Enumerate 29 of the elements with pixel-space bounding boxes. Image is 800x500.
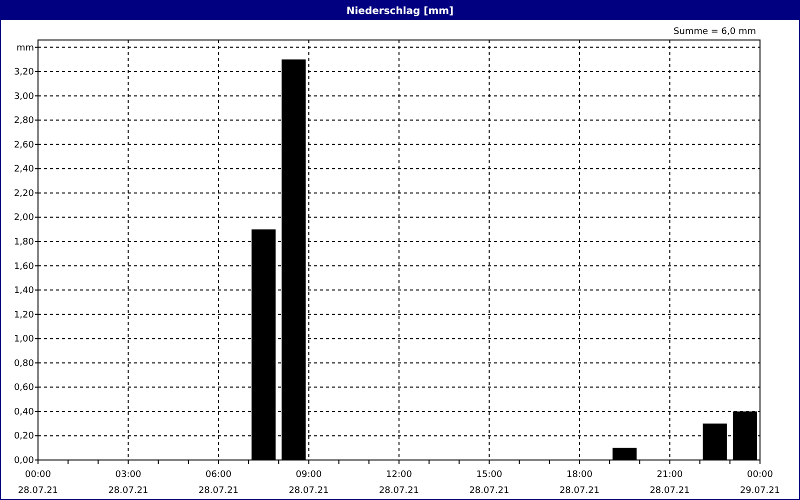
x-tick-label: 15:00 28.07.21 bbox=[469, 470, 510, 496]
y-tick-label: 1,00 bbox=[14, 334, 34, 345]
x-tick-label: 03:00 28.07.21 bbox=[108, 470, 148, 496]
y-tick-label: 0,40 bbox=[14, 407, 34, 418]
y-tick-label: 1,20 bbox=[14, 310, 34, 320]
x-tick-label: 00:00 29.07.21 bbox=[740, 470, 780, 496]
y-tick-label: 3,00 bbox=[14, 92, 34, 102]
y-tick-label: 1,40 bbox=[14, 286, 34, 296]
y-tick-label: 0,20 bbox=[14, 432, 34, 442]
x-tick-label: 09:00 28.07.21 bbox=[288, 470, 329, 496]
x-tick-label: 06:00 28.07.21 bbox=[198, 470, 239, 496]
x-tick-label: 21:00 28.07.21 bbox=[650, 470, 690, 496]
y-tick-label: 2,40 bbox=[14, 164, 34, 175]
text: Summe = 6,0 mm bbox=[674, 27, 756, 37]
x-tick-label: 00:00 28.07.21 bbox=[18, 470, 58, 496]
y-tick-label: 0,80 bbox=[14, 358, 34, 369]
y-tick-label: 0,00 bbox=[14, 456, 34, 466]
y-tick-label: 3,20 bbox=[14, 68, 34, 78]
chart-title: Niederschlag [mm] bbox=[346, 6, 454, 17]
y-tick-label: 2,20 bbox=[14, 188, 34, 199]
x-tick-label: 18:00 28.07.21 bbox=[559, 470, 600, 496]
y-tick-label: 2,60 bbox=[14, 140, 34, 150]
y-tick-label: 1,80 bbox=[14, 238, 34, 248]
y-tick-label: 2,80 bbox=[14, 116, 34, 126]
x-tick-label: 12:00 28.07.21 bbox=[378, 470, 420, 496]
y-tick-label: mm bbox=[16, 43, 34, 54]
y-tick-label: 1,60 bbox=[14, 262, 34, 272]
y-tick-label: 2,00 bbox=[14, 213, 34, 224]
y-tick-label: 0,60 bbox=[14, 383, 34, 394]
